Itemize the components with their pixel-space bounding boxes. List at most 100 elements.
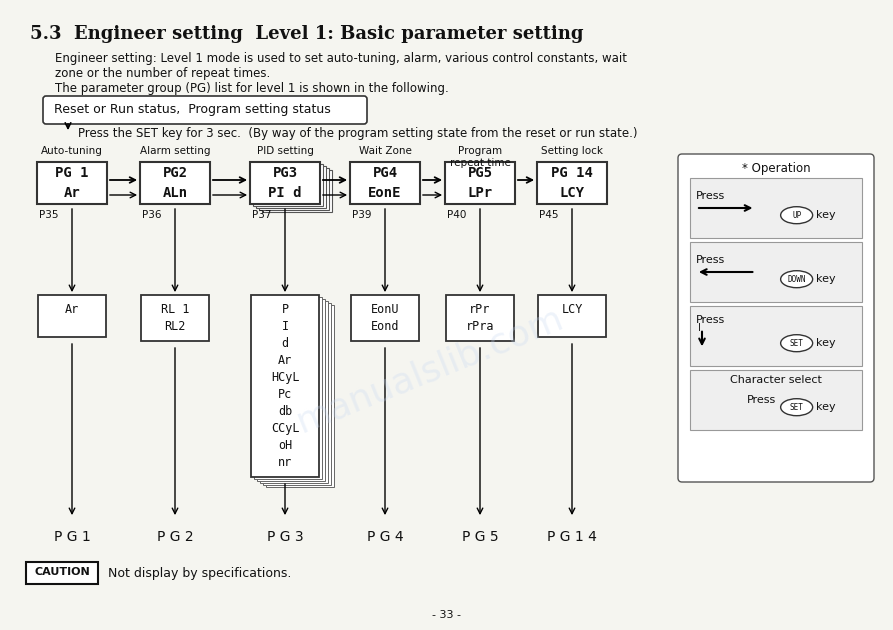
FancyBboxPatch shape [254,297,322,479]
Text: Press: Press [696,191,725,201]
FancyBboxPatch shape [678,154,874,482]
Text: rPra: rPra [466,320,494,333]
Text: LCY: LCY [559,186,585,200]
Text: nr: nr [278,456,292,469]
Text: P37: P37 [252,210,271,220]
FancyBboxPatch shape [260,301,328,483]
Text: key: key [815,338,835,348]
Text: Setting lock: Setting lock [541,146,603,156]
Ellipse shape [780,271,813,288]
Text: EonU: EonU [371,303,399,316]
Text: Program
repeat time: Program repeat time [449,146,511,168]
FancyBboxPatch shape [141,295,209,341]
FancyBboxPatch shape [538,295,606,337]
Text: Engineer setting: Level 1 mode is used to set auto-tuning, alarm, various contro: Engineer setting: Level 1 mode is used t… [55,52,627,65]
FancyBboxPatch shape [38,295,106,337]
FancyBboxPatch shape [253,164,323,206]
Text: Press: Press [747,395,777,405]
Text: PI d: PI d [268,186,302,200]
Text: Ar: Ar [63,186,80,200]
FancyBboxPatch shape [350,162,420,204]
Text: CAUTION: CAUTION [34,567,90,577]
Text: key: key [815,210,835,220]
Text: P G 5: P G 5 [462,530,498,544]
Text: HCyL: HCyL [271,371,299,384]
Text: PID setting: PID setting [256,146,313,156]
Text: UP: UP [792,210,801,220]
Text: PG 1: PG 1 [55,166,88,180]
Text: key: key [815,402,835,412]
Text: P G 1 4: P G 1 4 [547,530,597,544]
Text: Character select: Character select [730,375,822,385]
Text: P36: P36 [142,210,162,220]
Text: Auto-tuning: Auto-tuning [41,146,103,156]
Text: PG5: PG5 [467,166,493,180]
FancyBboxPatch shape [26,562,98,584]
Text: Press: Press [696,255,725,265]
Text: The parameter group (PG) list for level 1 is shown in the following.: The parameter group (PG) list for level … [55,82,449,95]
Text: ALn: ALn [163,186,188,200]
FancyBboxPatch shape [250,162,320,204]
Text: RL 1: RL 1 [161,303,189,316]
Text: Press the SET key for 3 sec.  (By way of the program setting state from the rese: Press the SET key for 3 sec. (By way of … [78,127,638,140]
Text: * Operation: * Operation [742,162,810,175]
FancyBboxPatch shape [351,295,419,341]
Text: P G 4: P G 4 [367,530,404,544]
Text: P: P [281,303,288,316]
Text: Ar: Ar [278,354,292,367]
Ellipse shape [780,335,813,352]
Text: EonE: EonE [368,186,402,200]
Text: key: key [815,274,835,284]
Text: Pc: Pc [278,388,292,401]
Text: DOWN: DOWN [788,275,805,284]
FancyBboxPatch shape [37,162,107,204]
FancyBboxPatch shape [262,170,332,212]
FancyBboxPatch shape [690,306,862,366]
Text: SET: SET [789,339,804,348]
Text: - 33 -: - 33 - [431,610,461,620]
Text: P G 2: P G 2 [156,530,193,544]
Text: d: d [281,337,288,350]
Text: manualslib.com: manualslib.com [291,301,569,439]
Text: SET: SET [789,403,804,411]
Text: zone or the number of repeat times.: zone or the number of repeat times. [55,67,271,80]
Text: oH: oH [278,439,292,452]
FancyBboxPatch shape [251,295,319,477]
FancyBboxPatch shape [259,168,329,210]
FancyBboxPatch shape [257,299,325,481]
Text: PG2: PG2 [163,166,188,180]
Text: PG 14: PG 14 [551,166,593,180]
FancyBboxPatch shape [263,303,331,485]
Text: P G 1: P G 1 [54,530,90,544]
FancyBboxPatch shape [690,178,862,238]
Text: 5.3  Engineer setting  Level 1: Basic parameter setting: 5.3 Engineer setting Level 1: Basic para… [30,25,583,43]
Text: I: I [698,323,701,333]
Text: Reset or Run status,  Program setting status: Reset or Run status, Program setting sta… [54,103,330,116]
Text: Press: Press [696,315,725,325]
Text: LPr: LPr [467,186,493,200]
Ellipse shape [780,399,813,416]
Ellipse shape [780,207,813,224]
FancyBboxPatch shape [445,162,515,204]
Text: P G 3: P G 3 [267,530,304,544]
Text: Alarm setting: Alarm setting [139,146,210,156]
Text: LCY: LCY [562,303,583,316]
FancyBboxPatch shape [256,166,326,208]
Text: Eond: Eond [371,320,399,333]
FancyBboxPatch shape [446,295,514,341]
Text: CCyL: CCyL [271,422,299,435]
Text: RL2: RL2 [164,320,186,333]
Text: P45: P45 [539,210,558,220]
Text: P39: P39 [352,210,371,220]
Text: P35: P35 [39,210,59,220]
FancyBboxPatch shape [140,162,210,204]
FancyBboxPatch shape [690,370,862,430]
FancyBboxPatch shape [43,96,367,124]
Text: rPr: rPr [470,303,490,316]
FancyBboxPatch shape [266,305,334,487]
Text: PG4: PG4 [372,166,397,180]
Text: Ar: Ar [65,303,79,316]
Text: PG3: PG3 [272,166,297,180]
Text: Wait Zone: Wait Zone [359,146,412,156]
Text: Not display by specifications.: Not display by specifications. [108,567,291,580]
